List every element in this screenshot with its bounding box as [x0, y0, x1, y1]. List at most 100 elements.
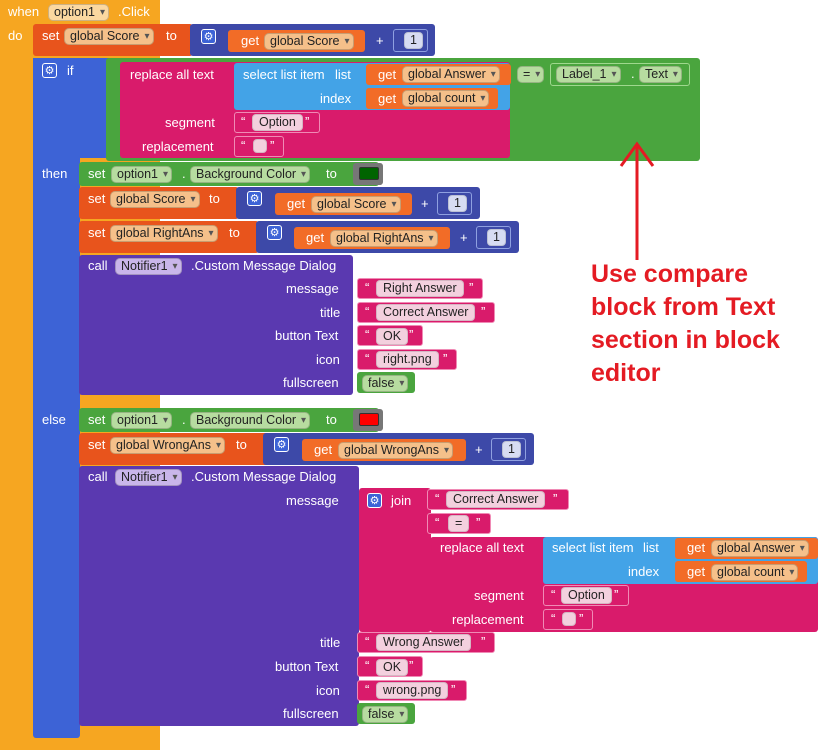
compare-operator-dropdown[interactable]: =: [517, 66, 545, 83]
get-answer-var-dropdown[interactable]: global Answer: [402, 66, 500, 83]
quote-close: ”: [579, 611, 584, 626]
label-property-dropdown[interactable]: Text: [639, 66, 682, 83]
set-keyword: set: [88, 437, 106, 452]
set-rightans-var-dropdown[interactable]: global RightAns: [110, 225, 218, 242]
quote-close: ”: [481, 304, 486, 319]
quote-open: “: [551, 587, 556, 602]
quote-open: “: [435, 491, 440, 506]
if-mutator-gear-icon[interactable]: ⚙: [42, 63, 57, 78]
join-string-value[interactable]: Correct Answer: [446, 491, 546, 508]
bg-component-dropdown[interactable]: option1: [111, 166, 173, 183]
quote-close: ”: [553, 491, 558, 506]
if-keyword: if: [67, 63, 74, 78]
fullscreen-boolean-dropdown[interactable]: false: [362, 375, 409, 392]
get-keyword: get: [687, 540, 706, 555]
quote-close: ”: [409, 658, 414, 673]
button-text-param-label: button Text: [275, 328, 339, 343]
replace-all-text-label: replace all text: [440, 540, 524, 555]
label-component-dropdown[interactable]: Label_1: [556, 66, 621, 83]
index-label: index: [628, 564, 660, 579]
get-answer-var-dropdown[interactable]: global Answer: [711, 540, 809, 557]
custom-message-dialog-block[interactable]: [79, 255, 353, 395]
mutator-gear-icon[interactable]: ⚙: [247, 191, 262, 206]
fullscreen-param-label: fullscreen: [283, 375, 339, 390]
quote-open: “: [435, 515, 440, 530]
quote-open: “: [365, 327, 370, 342]
quote-open: “: [365, 682, 370, 697]
get-score-var-dropdown[interactable]: global Score: [311, 196, 401, 213]
get-count-var-dropdown[interactable]: global count: [402, 90, 490, 107]
replacement-string-value[interactable]: [253, 139, 267, 153]
quote-open: “: [551, 611, 556, 626]
get-keyword: get: [306, 230, 325, 245]
quote-open: “: [365, 351, 370, 366]
red-color-swatch[interactable]: [359, 413, 379, 426]
number-value[interactable]: 1: [487, 229, 506, 246]
method-name: .Custom Message Dialog: [191, 258, 337, 273]
title-string-value[interactable]: Wrong Answer: [376, 634, 472, 651]
set-keyword: set: [88, 225, 106, 240]
notifier-component-dropdown[interactable]: Notifier1: [115, 469, 182, 486]
if-then-else-block[interactable]: [33, 58, 80, 738]
to-keyword: to: [209, 191, 220, 206]
bg-property-dropdown[interactable]: Background Color: [190, 166, 311, 183]
quote-open: “: [365, 280, 370, 295]
quote-open: “: [365, 658, 370, 673]
set-score-var-dropdown[interactable]: global Score: [64, 28, 154, 45]
mutator-gear-icon[interactable]: ⚙: [267, 225, 282, 240]
call-keyword: call: [88, 258, 108, 273]
button-text-string-value[interactable]: OK: [376, 659, 409, 676]
message-string-value[interactable]: Right Answer: [376, 280, 464, 297]
segment-string-value[interactable]: Option: [561, 587, 612, 604]
number-value[interactable]: 1: [502, 441, 521, 458]
icon-string-value[interactable]: right.png: [376, 351, 439, 368]
annotation-line-4: editor: [591, 359, 661, 387]
notifier-component-dropdown[interactable]: Notifier1: [115, 258, 182, 275]
bg-property-dropdown[interactable]: Background Color: [190, 412, 311, 429]
select-list-item-label: select list item: [552, 540, 634, 555]
replacement-string-value[interactable]: [562, 612, 576, 626]
mutator-gear-icon[interactable]: ⚙: [201, 29, 216, 44]
fullscreen-boolean-dropdown[interactable]: false: [362, 706, 409, 723]
number-value[interactable]: 1: [448, 195, 467, 212]
annotation-line-3: section in block: [591, 326, 780, 354]
get-count-var-dropdown[interactable]: global count: [711, 564, 799, 581]
segment-label: segment: [474, 588, 524, 603]
dark-green-color-swatch[interactable]: [359, 167, 379, 180]
join-block[interactable]: [359, 488, 431, 632]
quote-open: “: [241, 114, 246, 129]
quote-close: ”: [305, 114, 310, 129]
to-keyword: to: [229, 225, 240, 240]
set-keyword: set: [42, 28, 60, 43]
index-label: index: [320, 91, 352, 106]
button-text-string-value[interactable]: OK: [376, 328, 409, 345]
quote-close: ”: [270, 138, 275, 153]
get-score-var-dropdown[interactable]: global Score: [264, 33, 354, 50]
title-string-value[interactable]: Correct Answer: [376, 304, 476, 321]
quote-open: “: [365, 304, 370, 319]
join-mutator-gear-icon[interactable]: ⚙: [367, 493, 382, 508]
set-keyword: set: [88, 191, 106, 206]
segment-string-value[interactable]: Option: [252, 114, 303, 131]
custom-message-dialog-block[interactable]: [79, 466, 359, 726]
event-component-dropdown[interactable]: option1: [48, 4, 110, 21]
dot-separator: .: [182, 166, 186, 181]
join-equals-string-value[interactable]: =: [448, 515, 470, 532]
icon-string-value[interactable]: wrong.png: [376, 682, 449, 699]
to-keyword: to: [236, 437, 247, 452]
title-param-label: title: [320, 305, 341, 320]
quote-close: ”: [443, 351, 448, 366]
else-keyword: else: [42, 412, 66, 427]
quote-close: ”: [409, 327, 414, 342]
get-rightans-var-dropdown[interactable]: global RightAns: [330, 230, 438, 247]
set-keyword: set: [88, 412, 106, 427]
mutator-gear-icon[interactable]: ⚙: [274, 437, 289, 452]
quote-open: “: [241, 138, 246, 153]
set-score-var-dropdown[interactable]: global Score: [110, 191, 200, 208]
bg-component-dropdown[interactable]: option1: [111, 412, 173, 429]
fullscreen-param-label: fullscreen: [283, 706, 339, 721]
method-name: .Custom Message Dialog: [191, 469, 337, 484]
set-wrongans-var-dropdown[interactable]: global WrongAns: [110, 437, 225, 454]
number-value[interactable]: 1: [404, 32, 423, 49]
get-wrongans-var-dropdown[interactable]: global WrongAns: [338, 442, 453, 459]
